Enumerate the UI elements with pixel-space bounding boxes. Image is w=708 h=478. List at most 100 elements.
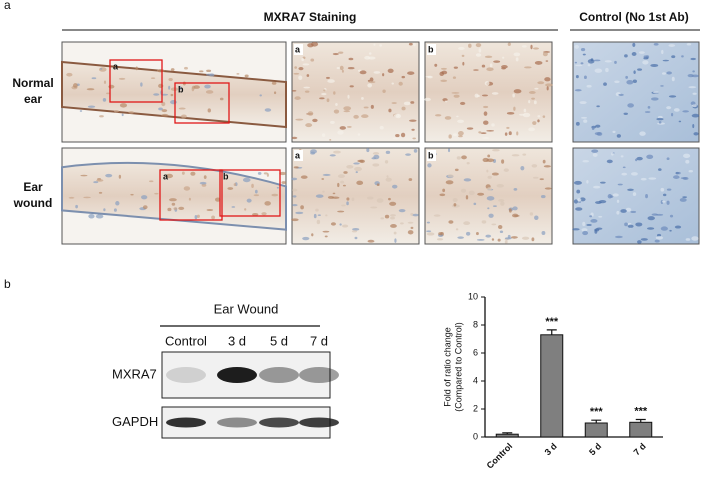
- cell: [653, 42, 659, 46]
- lane-label: 3 d: [228, 333, 246, 348]
- cell: [589, 215, 593, 218]
- lane-label: 7 d: [310, 333, 328, 348]
- tissue: [61, 161, 287, 231]
- cell: [315, 194, 324, 198]
- cell: [573, 199, 579, 204]
- cell: [204, 84, 211, 89]
- cell: [312, 118, 318, 123]
- cell: [457, 131, 464, 136]
- cell: [395, 134, 400, 138]
- cell: [346, 164, 354, 169]
- cell: [434, 114, 442, 117]
- cell: [598, 215, 603, 218]
- cell: [191, 86, 195, 92]
- cell: [574, 89, 582, 92]
- cell: [637, 68, 643, 71]
- cell: [319, 97, 325, 100]
- cell: [477, 192, 485, 196]
- cell: [295, 118, 304, 121]
- cell: [533, 100, 537, 105]
- panel-label: b: [4, 277, 11, 291]
- cell: [170, 93, 174, 97]
- cell: [333, 109, 340, 114]
- cell: [306, 74, 310, 77]
- cell: [593, 185, 601, 189]
- cell: [337, 174, 345, 178]
- cell: [444, 116, 452, 120]
- blot-band: [299, 367, 339, 383]
- cell: [321, 92, 327, 96]
- cell: [99, 115, 104, 118]
- blot-band: [217, 367, 257, 383]
- bar: [629, 421, 653, 438]
- cell: [340, 180, 345, 184]
- cell: [426, 230, 432, 233]
- cell: [452, 133, 458, 137]
- cell: [353, 114, 359, 119]
- cell: [233, 183, 237, 186]
- cell: [508, 131, 512, 136]
- cell: [540, 195, 546, 199]
- cell: [612, 193, 619, 197]
- cell: [264, 108, 272, 112]
- cell: [311, 233, 314, 237]
- cell: [612, 130, 616, 134]
- cell: [688, 86, 697, 89]
- cell: [453, 94, 460, 98]
- cell: [170, 99, 177, 105]
- cell: [382, 89, 386, 93]
- cell: [661, 72, 667, 75]
- cell: [607, 194, 613, 199]
- cell: [321, 133, 326, 137]
- cell: [357, 159, 364, 163]
- cell: [178, 206, 185, 210]
- cell: [682, 110, 689, 113]
- cell: [496, 183, 504, 188]
- cell: [620, 155, 624, 158]
- cell: [302, 236, 310, 241]
- cell: [468, 190, 475, 196]
- cell: [346, 201, 349, 206]
- blot-band: [166, 417, 206, 428]
- cell: [346, 197, 350, 201]
- cell: [337, 130, 344, 135]
- cell: [412, 137, 416, 140]
- cell: [447, 148, 451, 153]
- cell: [575, 121, 580, 126]
- cell: [670, 112, 674, 117]
- cell: [630, 172, 638, 176]
- cell: [679, 197, 687, 202]
- cell: [456, 115, 459, 118]
- cell: [244, 208, 247, 211]
- cell: [504, 132, 508, 136]
- cell: [583, 119, 588, 123]
- cell: [310, 58, 315, 62]
- cell: [295, 211, 304, 215]
- cell: [291, 218, 299, 222]
- cell: [666, 200, 670, 205]
- cell: [483, 111, 488, 116]
- cell: [161, 101, 166, 107]
- cell: [660, 85, 664, 87]
- cell: [489, 63, 493, 68]
- cell: [338, 51, 344, 54]
- cell: [677, 171, 681, 175]
- cell: [486, 130, 495, 132]
- cell: [574, 61, 577, 64]
- cell: [390, 216, 395, 220]
- cell: [685, 238, 691, 241]
- cell: [614, 60, 617, 64]
- cell: [580, 62, 584, 65]
- cell: [691, 74, 700, 78]
- cell: [593, 59, 601, 62]
- cell: [452, 76, 457, 79]
- cell: [544, 187, 552, 190]
- cell: [691, 236, 699, 241]
- cell: [408, 42, 413, 46]
- cell: [466, 127, 474, 130]
- cell: [292, 188, 298, 192]
- cell: [388, 108, 392, 113]
- cell: [424, 97, 431, 102]
- cell: [343, 171, 348, 174]
- cell: [508, 208, 512, 213]
